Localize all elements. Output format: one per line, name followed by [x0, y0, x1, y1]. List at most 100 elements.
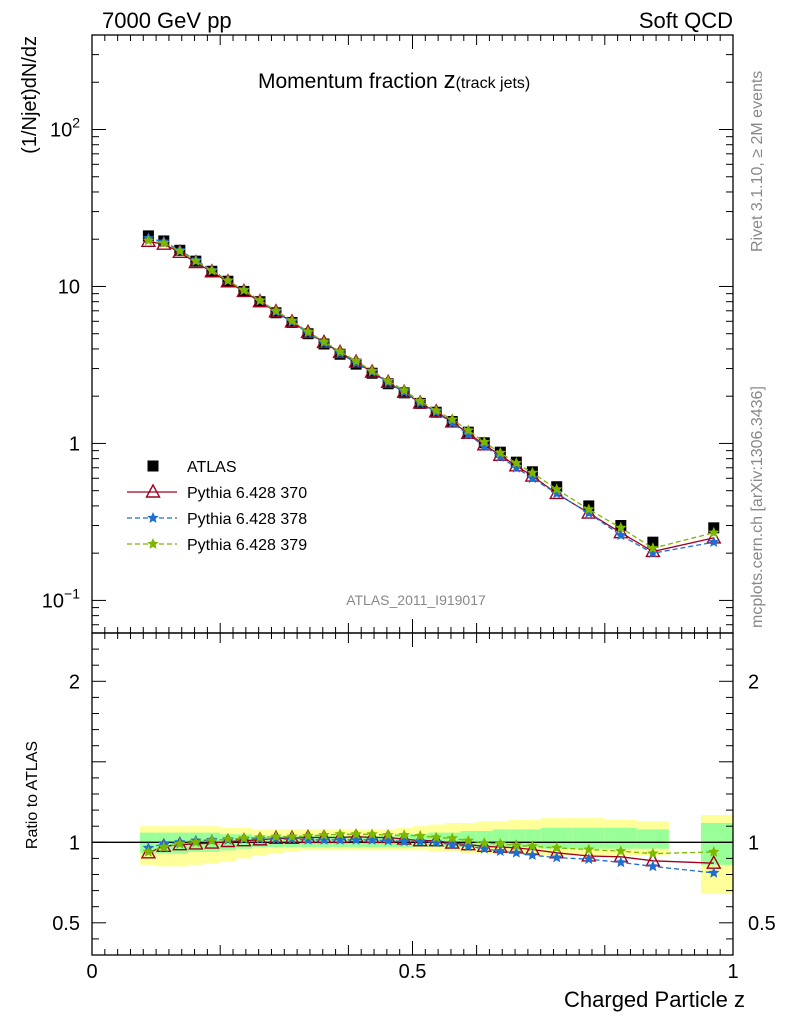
point-pythia-6-428-379	[142, 234, 155, 246]
point-ratio-pythia-6-428-379	[270, 830, 282, 842]
point-pythia-6-428-378	[708, 536, 720, 547]
point-pythia-6-428-379	[270, 304, 282, 316]
point-ratio-pythia-6-428-379	[526, 840, 539, 852]
point-ratio-pythia-6-428-378	[494, 845, 506, 856]
point-ratio-pythia-6-428-379	[494, 837, 506, 849]
side-label-mcplots: mcplots.cern.ch [arXiv:1306.3436]	[749, 386, 766, 628]
point-ratio-pythia-6-428-378	[462, 840, 474, 852]
point-ratio-pythia-6-428-379	[302, 829, 314, 841]
ratio-ytick-label: 0.5	[52, 913, 80, 935]
point-ratio-pythia-6-428-379	[350, 828, 362, 840]
ratio-band-inner-29	[700, 822, 733, 865]
watermark: ATLAS_2011_I919017	[346, 592, 486, 608]
legend-marker-pythia-6-428-378	[147, 512, 159, 523]
point-ratio-pythia-6-428-378	[708, 866, 720, 878]
point-ratio-pythia-6-428-379	[583, 843, 595, 855]
point-pythia-6-428-379	[430, 404, 442, 416]
line-pythia-6-428-370	[148, 240, 714, 553]
ratio-band-inner-26	[572, 827, 605, 849]
ratio-ytick-label: 1	[69, 832, 80, 854]
point-pythia-6-428-379	[158, 237, 170, 248]
main-ytick-label: 1	[69, 433, 80, 455]
point-ratio-pythia-6-428-378	[478, 842, 490, 854]
ratio-y-axis-label: Ratio to ATLAS	[24, 741, 41, 849]
point-pythia-6-428-379	[318, 335, 330, 347]
y-axis-label: (1/Njet)dN/dz	[19, 36, 41, 154]
point-ratio-pythia-6-428-379	[238, 832, 250, 844]
point-ratio-pythia-6-428-379	[158, 841, 170, 852]
point-pythia-6-428-379	[366, 364, 378, 376]
ratio-band-inner-25	[540, 827, 573, 849]
point-pythia-6-428-378	[526, 472, 539, 484]
point-pythia-6-428-379	[238, 284, 250, 296]
point-pythia-6-428-379	[446, 413, 458, 425]
ratio-ytick-label-right: 1	[748, 832, 759, 854]
point-ratio-pythia-6-428-378	[414, 835, 426, 847]
plot-title-main: Momentum fraction	[258, 70, 444, 93]
point-ratio-pythia-6-428-379	[366, 828, 378, 840]
point-pythia-6-428-378	[510, 461, 522, 473]
point-ratio-pythia-6-428-378	[398, 835, 410, 847]
point-ratio-pythia-6-428-379	[446, 832, 458, 844]
ratio-band-inner-28	[636, 829, 669, 849]
point-ratio-pythia-6-428-378	[382, 834, 394, 846]
point-ratio-pythia-6-428-379	[551, 841, 563, 853]
legend-marker-pythia-6-428-370	[145, 483, 161, 498]
point-ratio-pythia-6-428-379	[334, 828, 346, 840]
point-pythia-6-428-379	[510, 457, 522, 468]
legend: ATLAS Pythia 6.428 370 Pythia 6.428 378 Pyt…	[127, 459, 307, 554]
point-ratio-pythia-6-428-378	[430, 836, 442, 848]
point-pythia-6-428-378	[462, 428, 474, 440]
point-pythia-6-428-378	[446, 417, 458, 428]
point-ratio-pythia-6-428-379	[462, 834, 474, 846]
main-ytick-exp: −1	[64, 585, 80, 601]
point-ratio-pythia-6-428-379	[222, 833, 234, 844]
legend-label-pythia-6-428-370: Pythia 6.428 370	[187, 485, 307, 502]
main-ytick-base: 10	[50, 120, 72, 142]
point-ratio-pythia-6-428-378	[366, 833, 378, 845]
point-pythia-6-428-378	[551, 487, 563, 499]
point-ratio-pythia-6-428-379	[206, 834, 218, 846]
point-ratio-pythia-6-428-379	[414, 829, 426, 841]
point-pythia-6-428-378	[494, 451, 506, 462]
main-ytick-label: 10−1	[42, 585, 80, 612]
x-axis-label: Charged Particle z	[564, 987, 745, 1012]
point-atlas	[647, 536, 659, 548]
header-left: 7000 GeV pp	[102, 8, 232, 33]
main-ytick-base: 10	[42, 590, 64, 612]
line-ratio-pythia-6-428-378	[148, 838, 714, 874]
point-ratio-pythia-6-428-378	[583, 853, 595, 865]
point-ratio-pythia-6-428-378	[526, 849, 539, 860]
legend-label-atlas: ATLAS	[187, 459, 237, 476]
xtick-label: 1	[727, 961, 738, 983]
ratio-ytick-label: 2	[69, 671, 80, 693]
point-pythia-6-428-379	[174, 245, 186, 256]
point-ratio-pythia-6-428-379	[510, 839, 522, 851]
main-ytick-exp: 2	[72, 115, 80, 131]
plot-title: Momentum fraction z(track jets)	[258, 67, 530, 94]
point-ratio-pythia-6-428-370	[460, 836, 476, 851]
point-pythia-6-428-379	[350, 355, 362, 366]
point-pythia-6-428-378	[647, 547, 659, 558]
xtick-label: 0	[86, 961, 97, 983]
point-pythia-6-428-379	[615, 521, 627, 533]
main-ytick-label: 102	[50, 115, 80, 142]
point-pythia-6-428-370	[220, 273, 236, 288]
point-pythia-6-428-379	[708, 526, 720, 538]
point-ratio-pythia-6-428-379	[382, 829, 394, 840]
line-pythia-6-428-378	[148, 237, 714, 554]
point-ratio-pythia-6-428-378	[446, 838, 458, 850]
point-ratio-pythia-6-428-370	[204, 834, 220, 849]
point-ratio-pythia-6-428-379	[398, 829, 410, 840]
point-pythia-6-428-379	[462, 424, 474, 436]
point-pythia-6-428-379	[222, 274, 234, 286]
point-ratio-pythia-6-428-379	[142, 846, 155, 857]
ratio-ytick-label-right: 2	[748, 671, 759, 693]
point-pythia-6-428-379	[478, 436, 490, 447]
point-ratio-pythia-6-428-379	[647, 847, 659, 859]
point-pythia-6-428-379	[647, 542, 659, 554]
point-pythia-6-428-378	[615, 529, 627, 541]
ratio-band-inner-27	[604, 827, 637, 849]
point-ratio-pythia-6-428-370	[188, 835, 204, 850]
side-label-rivet: Rivet 3.1.10, ≥ 2M events	[749, 71, 766, 252]
